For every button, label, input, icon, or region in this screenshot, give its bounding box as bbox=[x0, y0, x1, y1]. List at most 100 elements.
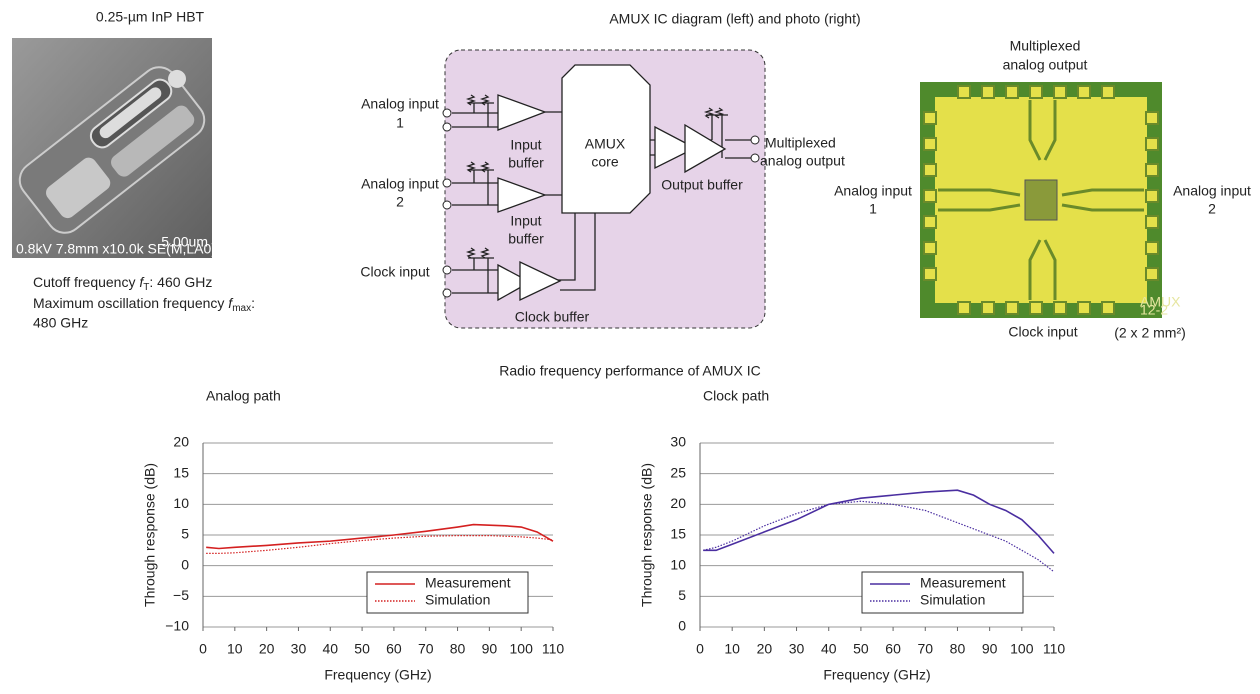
circuit bbox=[442, 64, 760, 302]
y-tick-label: −10 bbox=[165, 618, 189, 634]
x-tick-label: 80 bbox=[450, 641, 466, 657]
chip-pad bbox=[1029, 301, 1043, 315]
sem-info: 0.8kV 7.8mm x10.0k SE(M,LA0) bbox=[16, 241, 216, 257]
legend-label: Simulation bbox=[425, 592, 490, 608]
photo-label: 1 bbox=[869, 201, 877, 217]
chip-pad bbox=[957, 85, 971, 99]
series-line bbox=[703, 500, 1055, 573]
x-tick-label: 20 bbox=[259, 641, 275, 657]
diagram-label: 2 bbox=[396, 194, 404, 210]
chart-title: Clock path bbox=[703, 388, 769, 404]
cutoff-text: Cutoff frequency fT: 460 GHz bbox=[33, 274, 212, 293]
photo-label: (2 x 2 mm²) bbox=[1114, 325, 1186, 341]
amux-title: AMUX IC diagram (left) and photo (right) bbox=[609, 11, 860, 27]
x-tick-label: 70 bbox=[917, 641, 933, 657]
chip-pad bbox=[1145, 215, 1159, 229]
series-line bbox=[206, 523, 554, 550]
diagram-label: Input bbox=[510, 213, 541, 229]
chip-pad bbox=[1005, 301, 1019, 315]
legend-label: Simulation bbox=[920, 592, 985, 608]
x-tick-label: 80 bbox=[950, 641, 966, 657]
x-tick-label: 50 bbox=[853, 641, 869, 657]
x-tick-label: 100 bbox=[510, 641, 534, 657]
chip-pad bbox=[1145, 137, 1159, 151]
subscript: max bbox=[232, 303, 251, 314]
x-tick-label: 10 bbox=[724, 641, 740, 657]
y-axis-label: Through response (dB) bbox=[639, 463, 655, 607]
x-tick-label: 30 bbox=[789, 641, 805, 657]
diagram-label: Clock input bbox=[360, 264, 429, 280]
chip-pad bbox=[923, 189, 937, 203]
chip-pad bbox=[923, 267, 937, 281]
y-tick-label: 5 bbox=[678, 587, 686, 603]
diagram-label: AMUX bbox=[585, 136, 626, 152]
diagram-label: Multiplexed bbox=[765, 135, 836, 151]
photo-label: 2 bbox=[1208, 201, 1216, 217]
y-tick-label: 15 bbox=[670, 526, 686, 542]
y-tick-label: 20 bbox=[173, 434, 189, 450]
series-line bbox=[206, 535, 554, 554]
chip-label: 12-2 bbox=[1140, 302, 1168, 318]
subscript: T bbox=[143, 282, 149, 293]
y-tick-label: 10 bbox=[670, 556, 686, 572]
chip-pad bbox=[923, 111, 937, 125]
diagram-label: buffer bbox=[508, 155, 544, 171]
chip-pad bbox=[1005, 85, 1019, 99]
chip-pad bbox=[1145, 163, 1159, 177]
chip-pad bbox=[1145, 189, 1159, 203]
x-tick-label: 60 bbox=[386, 641, 402, 657]
diagram-label: analog output bbox=[760, 153, 845, 169]
x-tick-label: 50 bbox=[354, 641, 370, 657]
legend-label: Measurement bbox=[425, 575, 511, 591]
chip-pad bbox=[923, 137, 937, 151]
y-tick-label: 10 bbox=[173, 495, 189, 511]
diagram-label: Clock buffer bbox=[515, 309, 590, 325]
chip-pad bbox=[923, 163, 937, 177]
chip-pad bbox=[1077, 85, 1091, 99]
chip-pad bbox=[1101, 85, 1115, 99]
chip-pad bbox=[923, 215, 937, 229]
legend-label: Measurement bbox=[920, 575, 1006, 591]
chip-pad bbox=[981, 85, 995, 99]
y-tick-label: 25 bbox=[670, 464, 686, 480]
legend-box bbox=[861, 571, 1024, 614]
x-tick-label: 60 bbox=[885, 641, 901, 657]
chip-pad bbox=[1145, 241, 1159, 255]
hbt-title: 0.25-µm InP HBT bbox=[96, 9, 205, 25]
chart-title: Analog path bbox=[206, 388, 281, 404]
diagram-label: Analog input bbox=[361, 96, 439, 112]
x-axis-label: Frequency (GHz) bbox=[823, 667, 930, 683]
symbol: f bbox=[228, 295, 234, 311]
y-tick-label: 0 bbox=[181, 556, 189, 572]
series-line bbox=[703, 489, 1055, 554]
y-axis-label: Through response (dB) bbox=[142, 463, 158, 607]
x-tick-label: 20 bbox=[757, 641, 773, 657]
chip-pad bbox=[1145, 111, 1159, 125]
y-tick-label: 5 bbox=[181, 526, 189, 542]
x-tick-label: 90 bbox=[982, 641, 998, 657]
x-tick-label: 10 bbox=[227, 641, 243, 657]
x-tick-label: 40 bbox=[322, 641, 338, 657]
chip-traces bbox=[938, 100, 1144, 300]
value: : bbox=[251, 295, 255, 311]
sem-device bbox=[18, 66, 206, 234]
chip-pad bbox=[1053, 85, 1067, 99]
x-tick-label: 0 bbox=[696, 641, 704, 657]
photo-label: analog output bbox=[1003, 57, 1088, 73]
x-tick-label: 110 bbox=[542, 641, 565, 657]
chip-pad bbox=[1077, 301, 1091, 315]
x-tick-label: 30 bbox=[291, 641, 307, 657]
symbol: f bbox=[139, 274, 145, 290]
photo-label: Clock input bbox=[1008, 324, 1077, 340]
y-tick-label: 0 bbox=[678, 618, 686, 634]
rf-title: Radio frequency performance of AMUX IC bbox=[499, 363, 760, 379]
chip-pad bbox=[957, 301, 971, 315]
photo-label: Analog input bbox=[1173, 183, 1251, 199]
diagram-label: Input bbox=[510, 137, 541, 153]
diagram-label: core bbox=[591, 154, 618, 170]
label: Cutoff frequency bbox=[33, 274, 139, 290]
y-tick-label: 15 bbox=[173, 464, 189, 480]
x-tick-label: 70 bbox=[418, 641, 434, 657]
